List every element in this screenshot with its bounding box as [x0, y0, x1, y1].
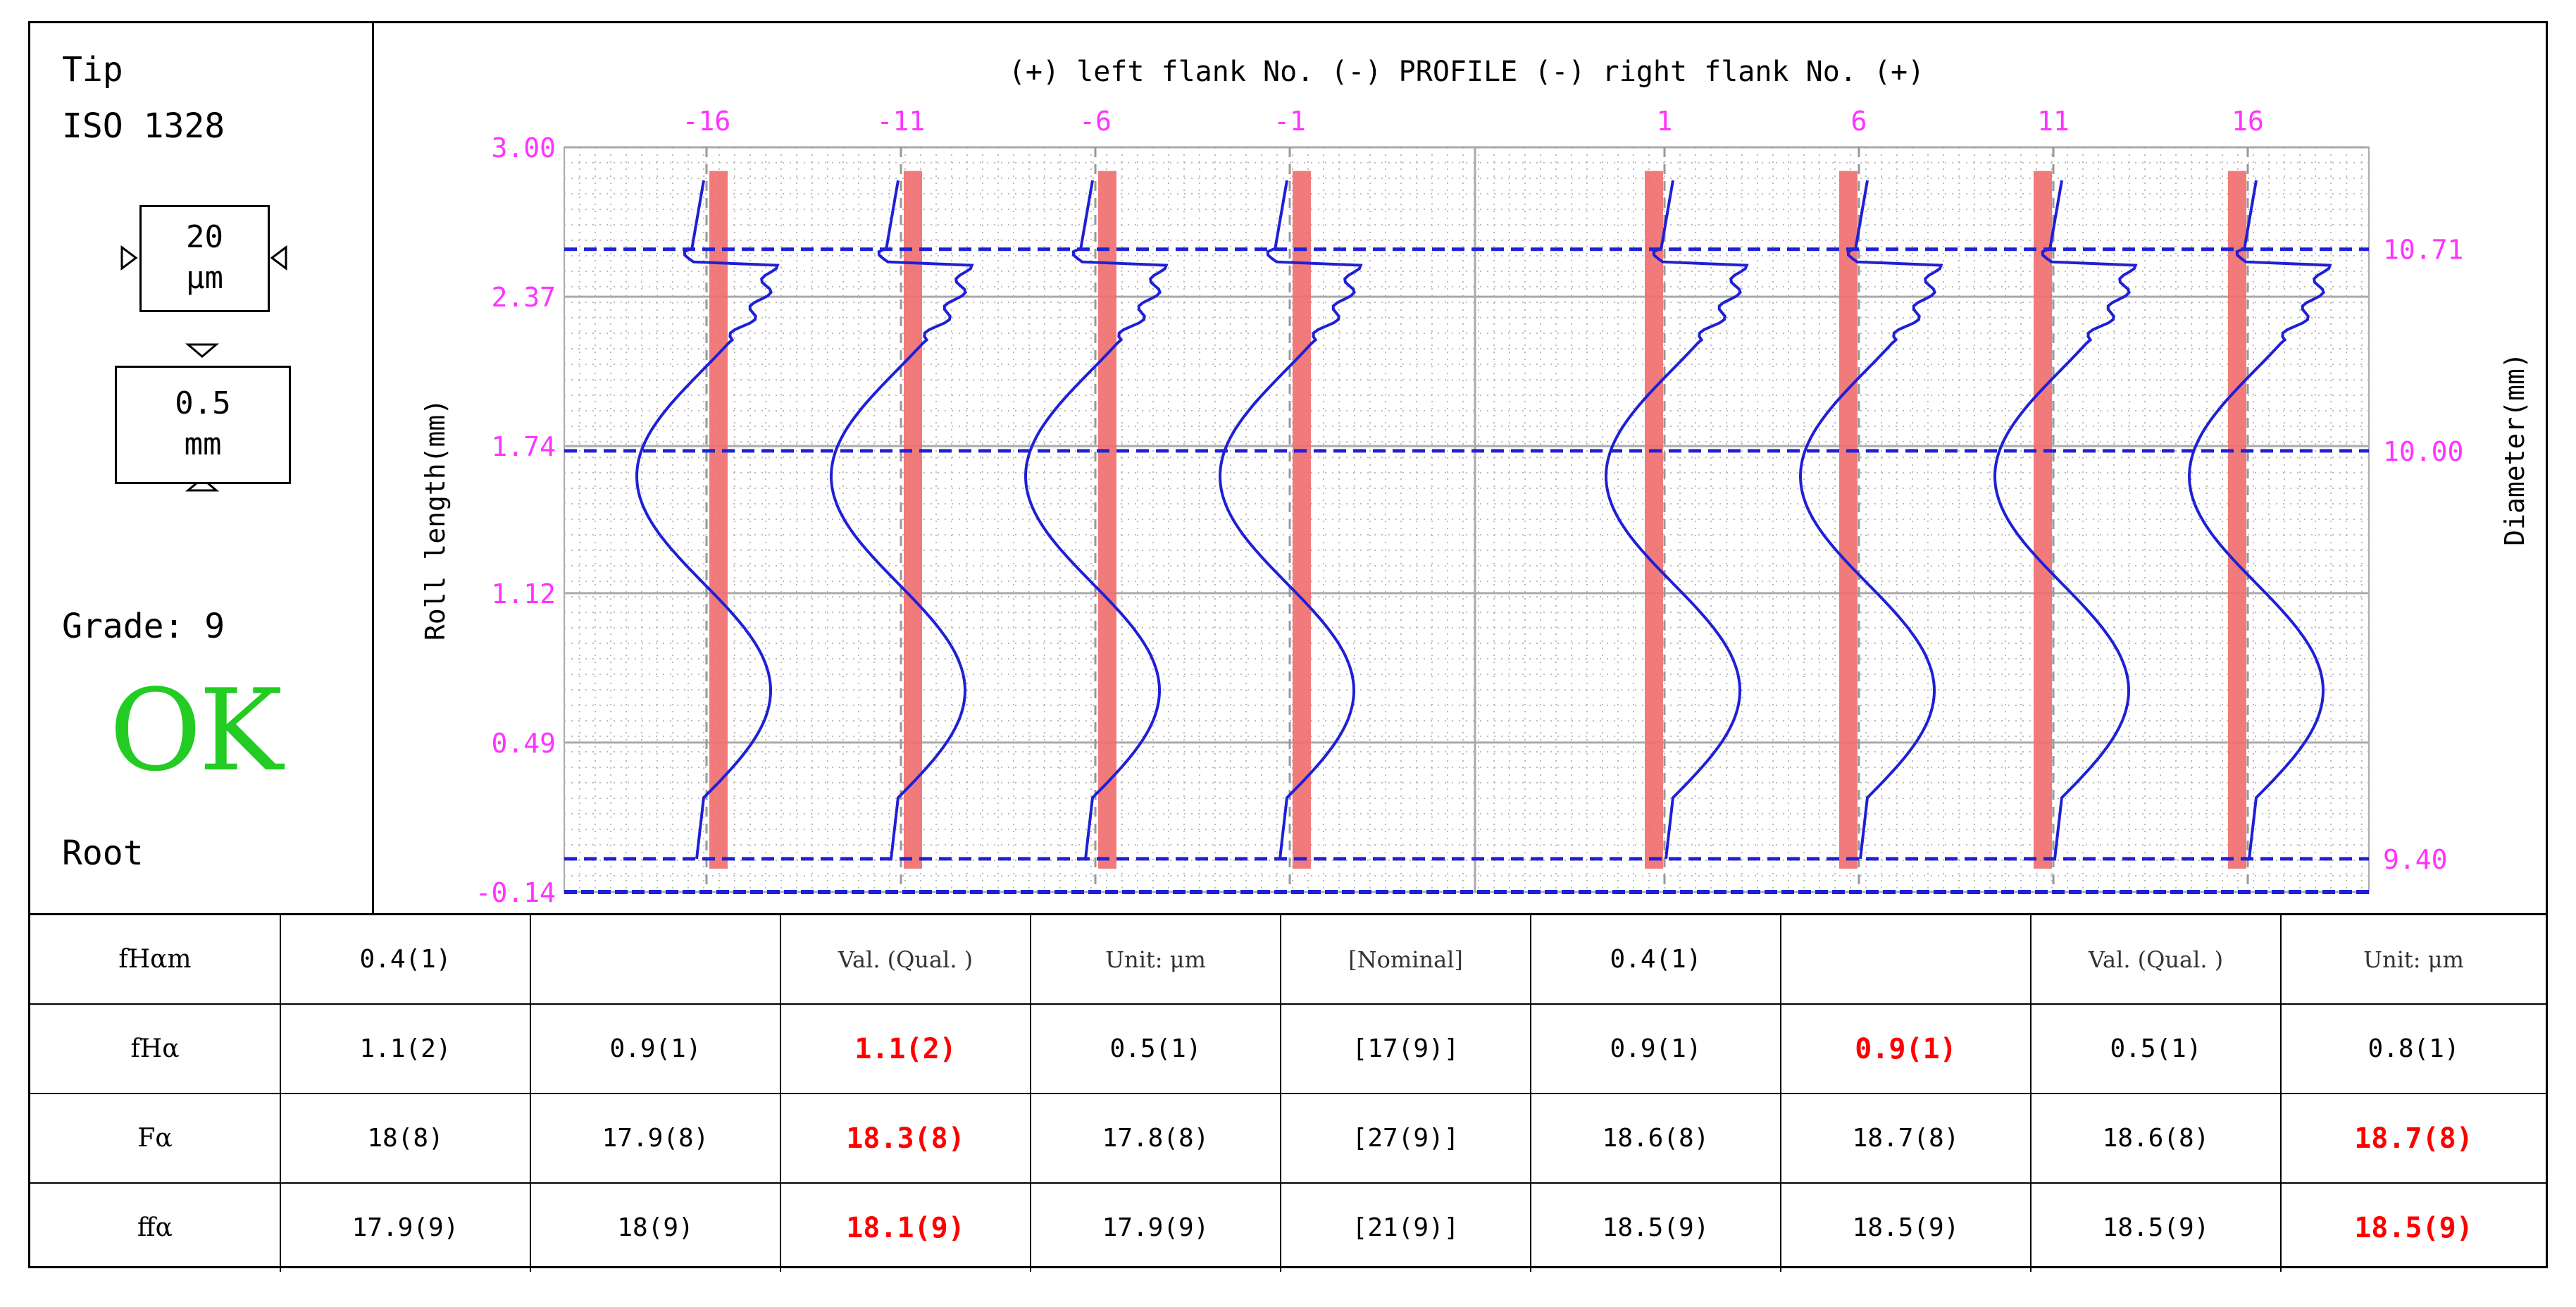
tolerance-band [2228, 171, 2246, 869]
vertical-scale-box: 20 μm [139, 205, 270, 312]
minor-grid-horizontal [564, 162, 2369, 892]
y-tick-label: 2.37 [491, 282, 556, 313]
flank-number-label: 11 [2037, 106, 2070, 137]
tolerance-band [1839, 171, 1858, 869]
table-cell: Val. (Qual. ) [780, 914, 1031, 1005]
flank-number-label: -16 [683, 106, 731, 137]
profile-curve [1993, 180, 2138, 860]
root-label: Root [62, 834, 144, 873]
scale-arrows-icon [120, 245, 287, 492]
flank-number-label: 1 [1657, 106, 1673, 137]
info-panel: Tip ISO 1328 20 μm 0.5 mm Grade: 9 OK Ro… [30, 23, 374, 913]
table-cell: 18.5(9) [2030, 1182, 2282, 1272]
table-cell: 17.9(9) [1030, 1182, 1281, 1272]
flank-number-label: -6 [1079, 106, 1112, 137]
chart-svg: 3.00 2.37 1.74 1.12 0.49 -0.14 10.71 10.00 9.40 -… [420, 56, 2530, 908]
tolerance-band [2034, 171, 2052, 869]
profile-curve [635, 180, 780, 860]
table-cell: 1.1(2) [280, 1003, 531, 1094]
table-cell: 18.7(8) [2280, 1093, 2546, 1184]
vertical-scale-value: 20 [186, 219, 223, 255]
y2-tick-label: 10.71 [2383, 235, 2463, 266]
profile-curve [1798, 180, 1943, 860]
table-row: Fα 18(8) 17.9(8) 18.3(8) 17.8(8) [27(9)] 18.6(… [30, 1093, 2546, 1184]
tip-label: Tip [62, 50, 123, 89]
y-tick-label: -0.14 [475, 877, 556, 908]
row-label: fHαm [30, 914, 281, 1005]
report-frame: Tip ISO 1328 20 μm 0.5 mm Grade: 9 OK Ro… [28, 21, 2548, 1272]
table-cell: 0.9(1) [1780, 1003, 2031, 1094]
flank-number-label: 6 [1851, 106, 1867, 137]
y2-tick-label: 9.40 [2383, 844, 2448, 875]
table-cell: Unit: μm [1030, 914, 1281, 1005]
tolerance-band [1293, 171, 1311, 869]
y-tick-label: 0.49 [491, 728, 556, 759]
standard-label: ISO 1328 [62, 106, 225, 146]
y-tick-label: 1.74 [491, 431, 556, 462]
table-row: fHα 1.1(2) 0.9(1) 1.1(2) 0.5(1) [17(9)] 0.9(1)… [30, 1003, 2546, 1094]
profile-chart: 3.00 2.37 1.74 1.12 0.49 -0.14 10.71 10.00 9.40 -… [374, 23, 2546, 913]
table-cell: 18.5(9) [2280, 1182, 2546, 1272]
table-cell: 0.8(1) [2280, 1003, 2546, 1094]
table-cell: Val. (Qual. ) [2030, 914, 2282, 1005]
table-cell: 18.3(8) [780, 1093, 1031, 1184]
profile-curve [1218, 180, 1363, 860]
table-cell: 18.6(8) [2030, 1093, 2282, 1184]
profile-curve [1604, 180, 1749, 860]
table-cell: Unit: μm [2280, 914, 2546, 1005]
y2-axis-label: Diameter(mm) [2499, 352, 2530, 546]
y-axis-label: Roll length(mm) [420, 399, 451, 640]
table-cell: 18.6(8) [1530, 1093, 1781, 1184]
profile-curve [2187, 180, 2332, 860]
tolerance-band [904, 171, 922, 869]
table-row: ffα 17.9(9) 18(9) 18.1(9) 17.9(9) [21(9)] 18.5… [30, 1182, 2546, 1272]
table-cell: [21(9)] [1280, 1182, 1531, 1272]
tolerance-band [1645, 171, 1663, 869]
table-cell: 18.5(9) [1530, 1182, 1781, 1272]
row-label: ffα [30, 1182, 281, 1272]
table-cell: 17.9(8) [530, 1093, 781, 1184]
y-tick-label: 1.12 [491, 578, 556, 609]
horizontal-scale-unit: mm [184, 426, 222, 462]
table-cell: 0.5(1) [2030, 1003, 2282, 1094]
table-cell: 1.1(2) [780, 1003, 1031, 1094]
flank-number-label: -1 [1274, 106, 1306, 137]
y2-tick-label: 10.00 [2383, 436, 2463, 467]
horizontal-scale-box: 0.5 mm [115, 366, 291, 484]
tolerance-band [1098, 171, 1116, 869]
table-cell: 0.4(1) [280, 914, 531, 1005]
flank-number-label: -11 [877, 106, 926, 137]
results-table: fHαm 0.4(1) Val. (Qual. ) Unit: μm [Nominal]… [30, 913, 2546, 1272]
table-cell: 18.5(9) [1780, 1182, 2031, 1272]
y-tick-label: 3.00 [491, 132, 556, 163]
table-cell: 18(8) [280, 1093, 531, 1184]
table-cell: 0.9(1) [530, 1003, 781, 1094]
table-cell [530, 914, 781, 1005]
tolerance-band [709, 171, 728, 869]
table-row: fHαm 0.4(1) Val. (Qual. ) Unit: μm [Nominal]… [30, 914, 2546, 1005]
profile-curve [1023, 180, 1169, 860]
table-cell [1780, 914, 2031, 1005]
grade-label: Grade: 9 [62, 607, 225, 646]
table-cell: 18.7(8) [1780, 1093, 2031, 1184]
table-cell: 18.1(9) [780, 1182, 1031, 1272]
table-cell: [27(9)] [1280, 1093, 1531, 1184]
table-cell: 18(9) [530, 1182, 781, 1272]
status-ok: OK [109, 664, 283, 796]
vertical-scale-unit: μm [186, 260, 223, 296]
horizontal-scale-value: 0.5 [175, 385, 231, 421]
row-label: fHα [30, 1003, 281, 1094]
profile-curve [829, 180, 974, 860]
table-cell: 0.4(1) [1530, 914, 1781, 1005]
table-cell: [17(9)] [1280, 1003, 1531, 1094]
table-cell: 0.9(1) [1530, 1003, 1781, 1094]
flank-number-label: 16 [2232, 106, 2264, 137]
table-cell: [Nominal] [1280, 914, 1531, 1005]
table-cell: 17.8(8) [1030, 1093, 1281, 1184]
row-label: Fα [30, 1093, 281, 1184]
table-cell: 17.9(9) [280, 1182, 531, 1272]
chart-title: (+) left flank No. (-) PROFILE (-) right… [1009, 56, 1924, 88]
table-cell: 0.5(1) [1030, 1003, 1281, 1094]
